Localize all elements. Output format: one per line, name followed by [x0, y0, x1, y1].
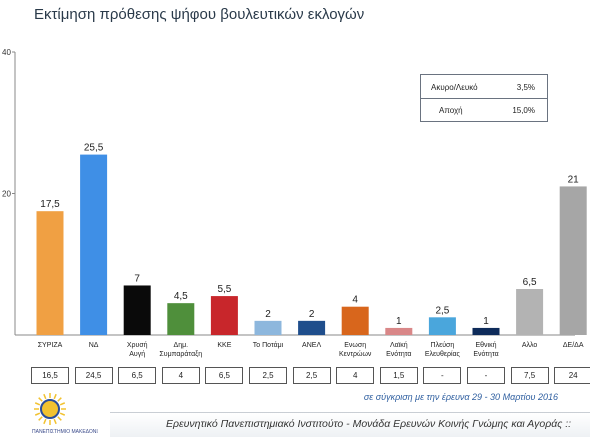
category-label: ΑΝΕΛ — [302, 342, 321, 349]
bar-value-label: 6,5 — [523, 277, 537, 288]
bar — [254, 320, 282, 335]
bar-value-label: 2 — [309, 309, 315, 320]
category-label: Αυγή — [129, 351, 145, 358]
comparison-cell: 6,5 — [205, 367, 244, 384]
category-label: Λαϊκή — [390, 342, 408, 349]
comparison-note: σε σύγκριση με την έρευνα 29 - 30 Μαρτίο… — [363, 392, 558, 402]
category-label: Δημ. — [174, 342, 189, 349]
bar — [80, 154, 108, 335]
bar-value-label: 5,5 — [217, 284, 231, 295]
comparison-cell: - — [467, 367, 505, 384]
bar-value-label: 21 — [568, 174, 580, 185]
legend-value-abstention: 15,0% — [512, 106, 535, 115]
legend-value-invalid: 3,5% — [516, 83, 535, 92]
comparison-cell: - — [423, 367, 462, 384]
category-label: Συμπαράταξη — [159, 350, 202, 358]
comparison-cell: 24 — [554, 367, 590, 384]
y-tick-label: 40 — [2, 48, 11, 57]
category-label: Το Ποτάμι — [253, 341, 284, 349]
category-label: Αλλο — [522, 342, 538, 349]
legend-label-invalid: Ακυρο/Λευκό — [431, 83, 478, 92]
y-tick-label: 20 — [2, 190, 11, 199]
bar — [385, 327, 413, 335]
footer-text: Ερευνητικό Πανεπιστημιακό Ινστιτούτο - Μ… — [166, 418, 572, 430]
bar — [516, 289, 544, 335]
bar — [341, 306, 369, 335]
category-label: Ελευθερίας — [425, 350, 461, 358]
bar — [472, 327, 500, 335]
bar — [428, 317, 456, 335]
bar-value-label: 2,5 — [435, 305, 449, 316]
logo-caption: ΠΑΝΕΠΙΣΤΗΜΙΟ ΜΑΚΕΔΟΝΙΑΣ — [32, 429, 98, 435]
category-label: ΝΔ — [89, 342, 99, 349]
category-label: Ενότητα — [386, 350, 411, 358]
bar-value-label: 7 — [134, 273, 140, 284]
chart-title: Εκτίμηση πρόθεσης ψήφου βουλευτικών εκλο… — [34, 6, 365, 23]
category-label: Ενωση — [344, 342, 366, 349]
category-label: ΣΥΡΙΖΑ — [38, 342, 63, 349]
comparison-cell: 2,5 — [292, 367, 331, 384]
category-label: Χρυσή — [127, 342, 148, 349]
bar-value-label: 1 — [396, 316, 402, 327]
category-label: Πλεύση — [431, 341, 455, 349]
bar-value-label: 17,5 — [40, 199, 60, 210]
bar — [298, 320, 326, 335]
bar-value-label: 25,5 — [84, 143, 104, 154]
footer-bar — [110, 412, 590, 437]
category-label: ΚΚΕ — [217, 342, 231, 349]
comparison-cell: 2,5 — [249, 367, 287, 384]
comparison-cell: 6,5 — [118, 367, 157, 384]
bar-value-label: 1 — [483, 316, 489, 327]
bar-value-label: 4,5 — [174, 291, 188, 302]
category-label: Ενότητα — [473, 350, 498, 358]
comparison-cell: 4 — [161, 367, 200, 384]
comparison-cell: 16,5 — [31, 367, 69, 384]
legend-label-abstention: Αποχή — [439, 106, 463, 115]
bar — [559, 186, 587, 335]
comparison-cell: 7,5 — [510, 367, 549, 384]
comparison-cell: 4 — [336, 367, 375, 384]
legend-row-invalid: Ακυρο/Λευκό 3,5% — [421, 76, 547, 98]
bar — [167, 303, 195, 335]
comparison-cell: 1,5 — [379, 367, 418, 384]
university-logo: ΠΑΝΕΠΙΣΤΗΜΙΟ ΜΑΚΕΔΟΝΙΑΣ — [32, 393, 98, 435]
comparison-cell: 24,5 — [74, 367, 113, 384]
sun-icon — [34, 393, 66, 425]
category-label: Κεντρώων — [339, 350, 372, 358]
bar — [36, 211, 64, 335]
legend-row-abstention: Αποχή 15,0% — [421, 98, 547, 121]
bar — [123, 285, 151, 335]
legend-box: Ακυρο/Λευκό 3,5% Αποχή 15,0% — [420, 74, 548, 122]
category-label: Εθνική — [475, 342, 496, 349]
bar-value-label: 4 — [352, 295, 358, 306]
category-label: ΔΕ/ΔΑ — [563, 342, 584, 349]
bar — [210, 296, 238, 335]
bar-value-label: 2 — [265, 309, 271, 320]
